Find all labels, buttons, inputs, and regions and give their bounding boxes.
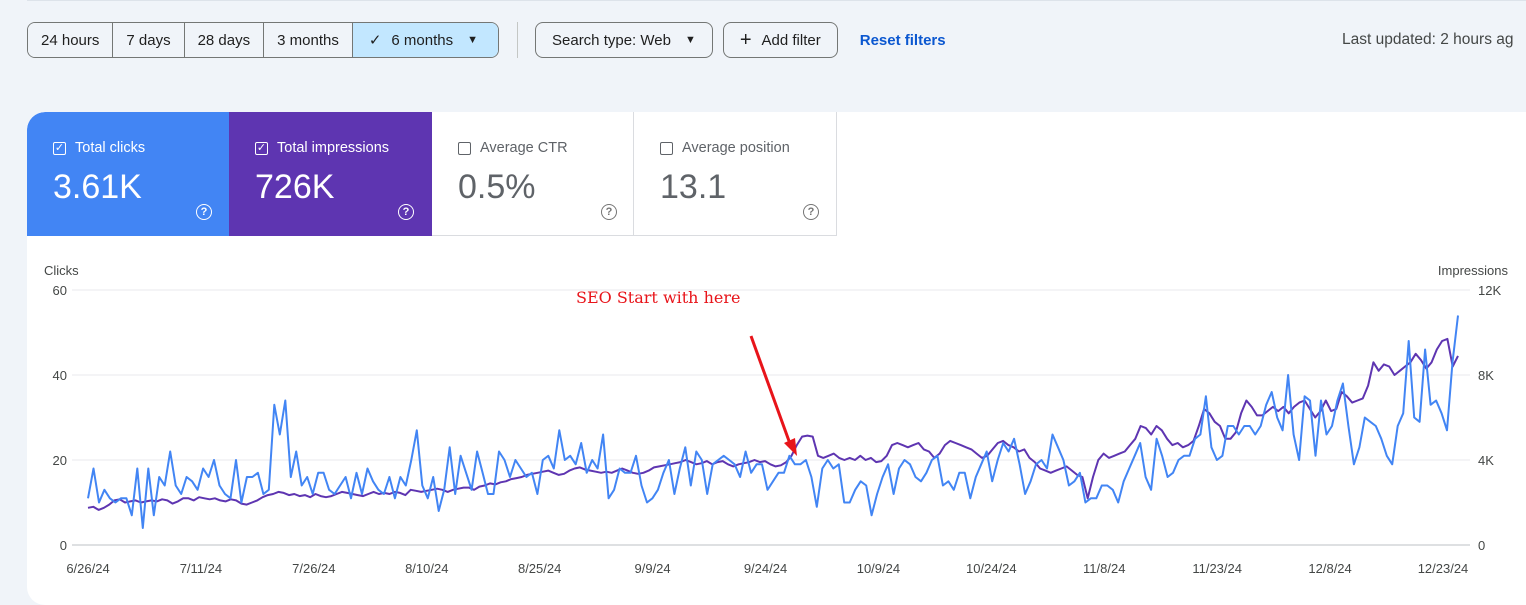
x-tick-label: 7/11/24: [180, 561, 222, 576]
left-tick-label: 40: [53, 368, 67, 383]
right-tick-label: 8K: [1478, 368, 1494, 383]
top-divider: [27, 0, 1526, 5]
metric-label: ✓ Total impressions: [255, 140, 389, 156]
total-impressions-value: 726K: [255, 168, 335, 206]
metric-average-ctr[interactable]: Average CTR 0.5% ?: [432, 112, 634, 236]
right-axis-title: Impressions: [1438, 263, 1509, 278]
x-tick-label: 9/9/24: [635, 561, 671, 576]
checkbox-checked-icon[interactable]: ✓: [255, 141, 268, 155]
x-tick-label: 8/25/24: [518, 561, 561, 576]
metric-label: Average position: [660, 140, 790, 156]
check-icon: ✓: [368, 32, 382, 49]
left-tick-label: 60: [53, 283, 67, 298]
impressions-series-line: [87, 337, 1459, 511]
right-tick-label: 12K: [1478, 283, 1501, 298]
metric-total-impressions[interactable]: ✓ Total impressions 726K ?: [229, 112, 432, 236]
average-position-label: Average position: [682, 140, 790, 156]
dropdown-arrow-icon: ▼: [684, 34, 696, 46]
filter-bar: 24 hours 7 days 28 days 3 months ✓ 6 mon…: [27, 22, 946, 58]
checkbox-unchecked-icon[interactable]: [458, 141, 471, 155]
x-tick-label: 12/8/24: [1308, 561, 1351, 576]
total-clicks-label: Total clicks: [75, 140, 146, 156]
checkbox-checked-icon[interactable]: ✓: [53, 141, 66, 155]
range-28-days-button[interactable]: 28 days: [184, 23, 265, 57]
performance-card: ✓ Total clicks 3.61K ? ✓ Total impressio…: [27, 112, 1526, 605]
help-icon[interactable]: ?: [803, 204, 819, 220]
x-tick-label: 11/8/24: [1083, 561, 1125, 576]
average-position-value: 13.1: [660, 168, 727, 206]
clicks-series-line: [87, 315, 1459, 529]
range-7-days-button[interactable]: 7 days: [113, 23, 185, 57]
help-icon[interactable]: ?: [601, 204, 617, 220]
left-axis-title: Clicks: [44, 263, 79, 278]
x-tick-label: 6/26/24: [66, 561, 109, 576]
date-range-selector: 24 hours 7 days 28 days 3 months ✓ 6 mon…: [27, 22, 499, 58]
dropdown-arrow-icon: ▼: [467, 34, 478, 46]
annotation-text: SEO Start with here: [576, 288, 740, 307]
help-icon[interactable]: ?: [398, 204, 414, 220]
left-tick-label: 0: [60, 538, 67, 553]
right-tick-label: 4K: [1478, 453, 1494, 468]
range-6-months-button[interactable]: ✓ 6 months ▼: [352, 23, 498, 57]
annotation-arrow: [749, 335, 791, 442]
x-tick-label: 10/24/24: [966, 561, 1017, 576]
average-ctr-value: 0.5%: [458, 168, 536, 206]
reset-filters-link[interactable]: Reset filters: [859, 31, 946, 49]
x-tick-label: 10/9/24: [857, 561, 900, 576]
x-tick-label: 11/23/24: [1192, 561, 1242, 576]
checkbox-unchecked-icon[interactable]: [660, 141, 673, 155]
x-tick-label: 7/26/24: [292, 561, 335, 576]
total-impressions-label: Total impressions: [277, 140, 390, 156]
search-type-label: Search type: Web: [552, 31, 671, 49]
metric-average-position[interactable]: Average position 13.1 ?: [634, 112, 837, 236]
metric-total-clicks[interactable]: ✓ Total clicks 3.61K ?: [27, 112, 229, 236]
left-tick-label: 20: [53, 453, 67, 468]
plus-icon: +: [739, 29, 752, 51]
x-tick-label: 9/24/24: [744, 561, 787, 576]
add-filter-button[interactable]: + Add filter: [722, 22, 838, 58]
add-filter-label: Add filter: [761, 31, 821, 49]
last-updated-text: Last updated: 2 hours ag: [1342, 31, 1514, 48]
filter-divider: [517, 22, 518, 58]
metric-label: Average CTR: [458, 140, 568, 156]
search-type-dropdown[interactable]: Search type: Web ▼: [535, 22, 713, 58]
average-ctr-label: Average CTR: [480, 140, 568, 156]
annotation-arrow-head: [784, 438, 797, 456]
range-24-hours-button[interactable]: 24 hours: [28, 23, 114, 57]
x-tick-label: 8/10/24: [405, 561, 448, 576]
range-6-months-label: 6 months: [391, 31, 454, 49]
x-tick-label: 12/23/24: [1418, 561, 1469, 576]
range-3-months-button[interactable]: 3 months: [264, 23, 353, 57]
total-clicks-value: 3.61K: [53, 168, 142, 206]
metric-label: ✓ Total clicks: [53, 140, 145, 156]
help-icon[interactable]: ?: [196, 204, 212, 220]
right-tick-label: 0: [1478, 538, 1485, 553]
